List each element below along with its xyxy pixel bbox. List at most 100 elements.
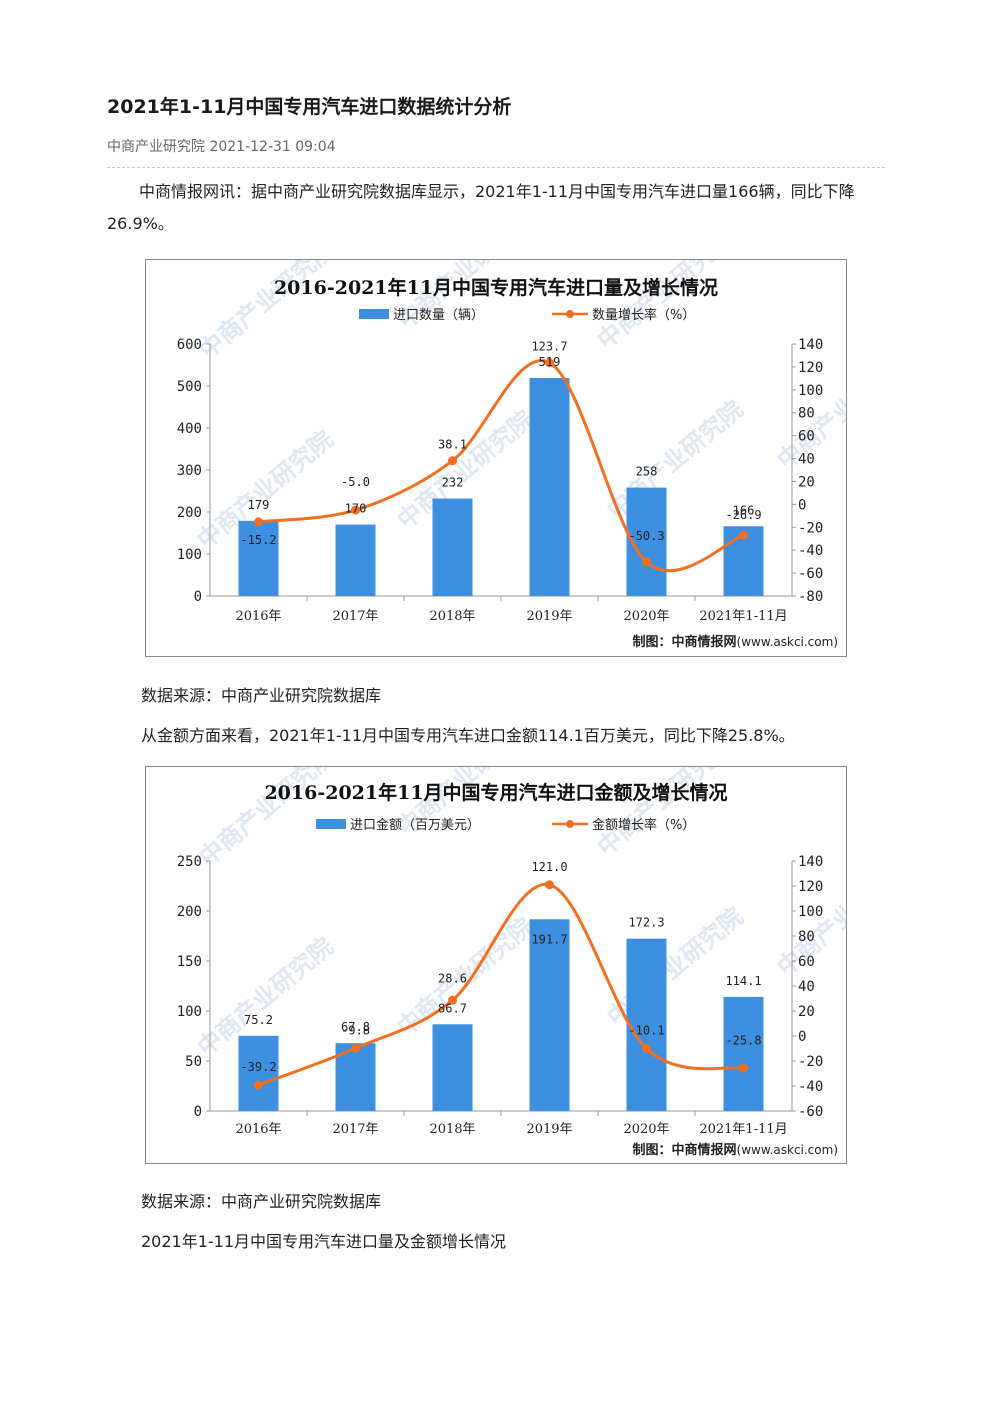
x-category-label: 2019年 <box>526 1122 572 1137</box>
legend-bar-swatch <box>359 309 389 319</box>
x-category-label: 2019年 <box>526 609 572 624</box>
right-tick-label: 0 <box>798 497 806 513</box>
bar <box>529 919 570 1111</box>
article-source-line: 中商产业研究院 2021-12-31 09:04 <box>107 139 336 155</box>
x-category-label: 2020年 <box>623 609 669 624</box>
x-category-label: 2020年 <box>623 1122 669 1137</box>
bar <box>432 498 473 596</box>
left-tick-label: 100 <box>177 1004 202 1020</box>
chart-import-amount: 中商产业研究院 中商产业研究院 中商产业研究院 中商产业研究院 中商产业研究院 中商产业研… <box>145 766 847 1164</box>
legend-line-label: 金额增长率（%） <box>592 817 695 833</box>
right-tick-label: 100 <box>798 904 823 920</box>
growth-rate-point <box>448 456 457 466</box>
growth-rate-point <box>642 1044 651 1054</box>
growth-rate-point <box>351 505 360 515</box>
growth-value-label: 28.6 <box>438 971 467 985</box>
left-tick-label: 0 <box>194 589 202 605</box>
right-tick-label: 80 <box>798 406 815 422</box>
chart-credit: 制图：中商情报网(www.askci.com) <box>633 1142 838 1158</box>
growth-rate-point <box>351 1043 360 1053</box>
chart-credit: 制图：中商情报网(www.askci.com) <box>633 634 838 650</box>
x-category-label: 2021年1-11月 <box>699 1122 787 1137</box>
right-tick-label: 100 <box>798 383 823 399</box>
legend-line-marker <box>566 310 574 318</box>
right-tick-label: 40 <box>798 979 815 995</box>
left-tick-label: 200 <box>177 904 202 920</box>
right-tick-label: 0 <box>798 1029 806 1045</box>
right-tick-label: 60 <box>798 954 815 970</box>
right-tick-label: 120 <box>798 360 823 376</box>
right-tick-label: -60 <box>798 1104 823 1120</box>
growth-rate-point <box>642 557 651 567</box>
chart-credit-prefix: 制图：中商情报网 <box>633 1142 737 1158</box>
bar <box>238 1035 279 1111</box>
left-tick-label: 150 <box>177 954 202 970</box>
left-tick-label: 300 <box>177 463 202 479</box>
right-tick-label: 140 <box>798 337 823 353</box>
right-tick-label: 60 <box>798 429 815 445</box>
growth-value-label: -25.8 <box>725 1033 761 1047</box>
x-category-label: 2017年 <box>332 609 378 624</box>
right-tick-label: -40 <box>798 1079 823 1095</box>
bar-value-label: 519 <box>539 355 561 369</box>
chart-credit-site: (www.askci.com) <box>737 635 838 649</box>
bar-value-label: 191.7 <box>531 932 567 946</box>
growth-value-label: 121.0 <box>531 860 567 874</box>
bar <box>626 938 667 1111</box>
chart-credit-prefix: 制图：中商情报网 <box>633 634 737 650</box>
left-tick-label: 0 <box>194 1104 202 1120</box>
left-tick-label: 500 <box>177 379 202 395</box>
source-note-1: 数据来源：中商产业研究院数据库 <box>141 686 382 705</box>
growth-rate-point <box>739 530 748 540</box>
legend-bar-label: 进口金额（百万美元） <box>350 817 480 833</box>
right-tick-label: -60 <box>798 566 823 582</box>
legend-line-marker <box>566 820 574 828</box>
right-tick-label: -40 <box>798 543 823 559</box>
growth-value-label: 123.7 <box>531 340 567 354</box>
chart-title: 2016-2021年11月中国专用汽车进口金额及增长情况 <box>264 781 727 804</box>
left-tick-label: 200 <box>177 505 202 521</box>
paragraph-intro: 中商情报网讯：据中商产业研究院数据库显示，2021年1-11月中国专用汽车进口量… <box>107 182 855 233</box>
right-tick-label: 120 <box>798 879 823 895</box>
bar-value-label: 67.8 <box>341 1020 370 1034</box>
x-category-label: 2016年 <box>235 609 281 624</box>
bar <box>335 524 376 596</box>
bar-value-label: 114.1 <box>725 974 761 988</box>
bar <box>238 520 279 596</box>
x-category-label: 2018年 <box>429 609 475 624</box>
left-tick-label: 600 <box>177 337 202 353</box>
growth-value-label: -10.1 <box>628 1024 664 1038</box>
x-category-label: 2018年 <box>429 1122 475 1137</box>
x-category-label: 2017年 <box>332 1122 378 1137</box>
bar-value-label: 232 <box>442 476 464 490</box>
right-tick-label: -20 <box>798 520 823 536</box>
growth-rate-point <box>254 1080 263 1090</box>
bar <box>432 1024 473 1111</box>
growth-rate-point <box>739 1063 748 1073</box>
growth-value-label: -39.2 <box>240 1060 276 1074</box>
growth-value-label: 38.1 <box>438 438 467 452</box>
bar-value-label: 258 <box>636 465 658 479</box>
watermark-text: 中商产业研究院 <box>194 260 341 365</box>
growth-rate-point <box>254 517 263 527</box>
x-category-label: 2016年 <box>235 1122 281 1137</box>
right-tick-label: -20 <box>798 1054 823 1070</box>
growth-value-label: -9.8 <box>341 1023 370 1037</box>
right-tick-label: 140 <box>798 854 823 870</box>
article-title: 2021年1-11月中国专用汽车进口数据统计分析 <box>107 96 512 118</box>
left-tick-label: 400 <box>177 421 202 437</box>
growth-value-label: -5.0 <box>341 475 370 489</box>
x-category-label: 2021年1-11月 <box>699 609 787 624</box>
bar-value-label: 170 <box>345 502 367 516</box>
right-tick-label: 20 <box>798 474 815 490</box>
paragraph-amount: 从金额方面来看，2021年1-11月中国专用汽车进口金额114.1百万美元，同比… <box>141 726 795 745</box>
bar <box>529 378 570 596</box>
chart-import-volume: 中商产业研究院 中商产业研究院 中商产业研究院 中商产业研究院 中商产业研究院 中商产业研… <box>145 259 847 657</box>
legend-line-label: 数量增长率（%） <box>592 307 695 323</box>
bar-value-label: 166 <box>733 503 755 517</box>
bar <box>723 996 764 1111</box>
right-tick-label: 40 <box>798 452 815 468</box>
bar-value-label: 172.3 <box>628 916 664 930</box>
